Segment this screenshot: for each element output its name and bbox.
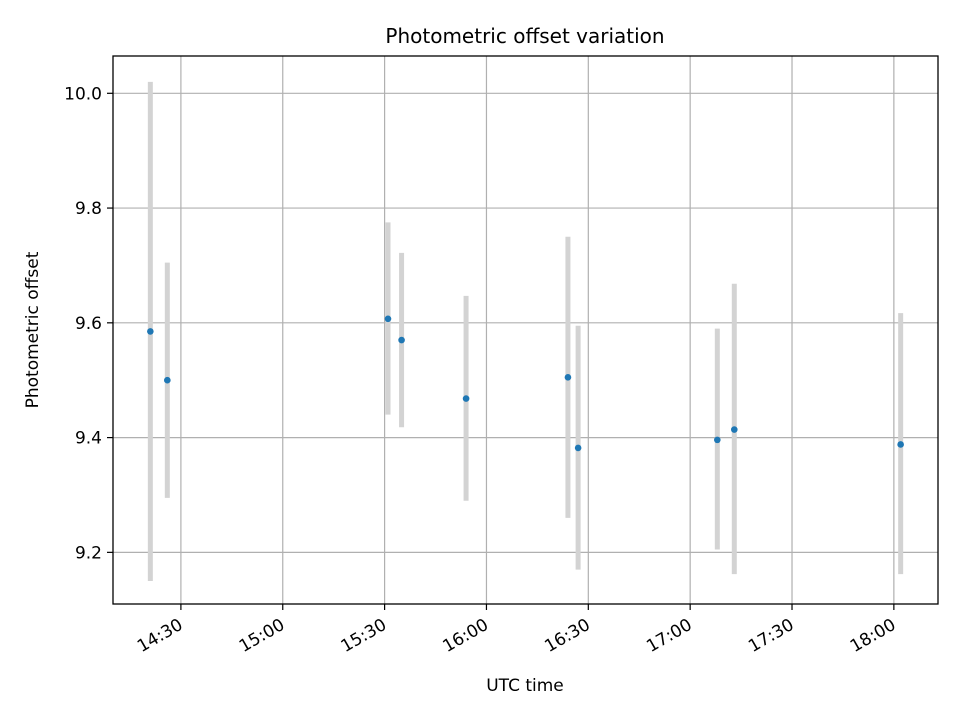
data-points xyxy=(147,315,904,452)
data-point xyxy=(147,328,154,335)
y-tick-label: 9.8 xyxy=(75,199,102,219)
y-axis-label: Photometric offset xyxy=(23,251,43,408)
data-point xyxy=(574,444,582,452)
y-tick-label: 9.4 xyxy=(75,429,102,449)
y-tick-label: 9.2 xyxy=(75,543,102,563)
data-point xyxy=(730,426,738,433)
data-point xyxy=(564,374,572,381)
y-axis-ticks: 9.2 9.4 9.6 9.8 10.0 xyxy=(64,84,113,563)
grid xyxy=(113,56,938,604)
data-point xyxy=(398,336,405,344)
chart-title: Photometric offset variation xyxy=(385,24,664,48)
data-point xyxy=(384,315,392,323)
y-tick-label: 9.6 xyxy=(75,314,102,334)
data-point xyxy=(714,436,721,444)
data-point xyxy=(897,441,904,448)
y-tick-label: 10.0 xyxy=(64,84,102,104)
data-point xyxy=(164,376,171,384)
plot-frame xyxy=(112,55,939,605)
data-point xyxy=(462,395,470,402)
x-axis-label: UTC time xyxy=(486,676,564,696)
